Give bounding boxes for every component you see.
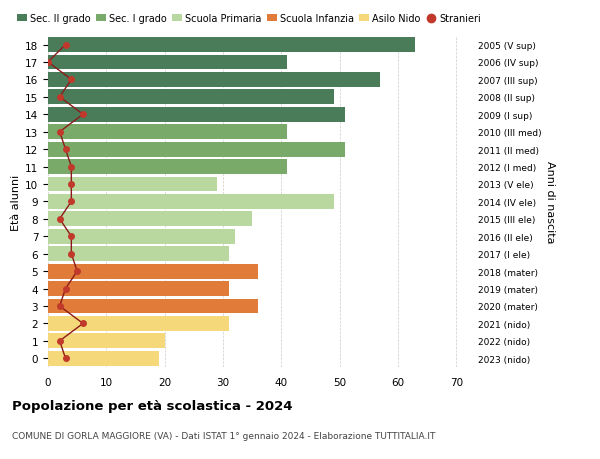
Bar [48,334,164,348]
Text: Popolazione per età scolastica - 2024: Popolazione per età scolastica - 2024 [12,399,293,412]
Bar [48,125,287,140]
Bar [48,142,346,157]
Legend: Sec. II grado, Sec. I grado, Scuola Primaria, Scuola Infanzia, Asilo Nido, Stran: Sec. II grado, Sec. I grado, Scuola Prim… [17,14,481,24]
Text: COMUNE DI GORLA MAGGIORE (VA) - Dati ISTAT 1° gennaio 2024 - Elaborazione TUTTIT: COMUNE DI GORLA MAGGIORE (VA) - Dati IST… [12,431,436,441]
Bar [48,195,334,209]
Point [67,77,76,84]
Point [67,181,76,188]
Bar [48,351,159,366]
Point [67,233,76,241]
Point [55,337,64,345]
Point [43,59,53,67]
Point [61,285,70,292]
Bar [48,247,229,262]
Point [78,112,88,119]
Bar [48,160,287,174]
Bar [48,316,229,331]
Bar [48,230,235,244]
Bar [48,90,334,105]
Bar [48,56,287,70]
Point [61,42,70,49]
Y-axis label: Anni di nascita: Anni di nascita [545,161,555,243]
Point [55,94,64,101]
Bar [48,264,258,279]
Bar [48,212,252,227]
Point [55,216,64,223]
Point [78,320,88,327]
Bar [48,107,346,123]
Point [61,146,70,153]
Bar [48,177,217,192]
Bar [48,73,380,88]
Point [55,129,64,136]
Point [55,302,64,310]
Bar [48,281,229,297]
Y-axis label: Età alunni: Età alunni [11,174,21,230]
Point [67,163,76,171]
Point [67,198,76,206]
Bar [48,299,258,313]
Bar [48,38,415,53]
Point [73,268,82,275]
Point [61,355,70,362]
Point [67,251,76,258]
